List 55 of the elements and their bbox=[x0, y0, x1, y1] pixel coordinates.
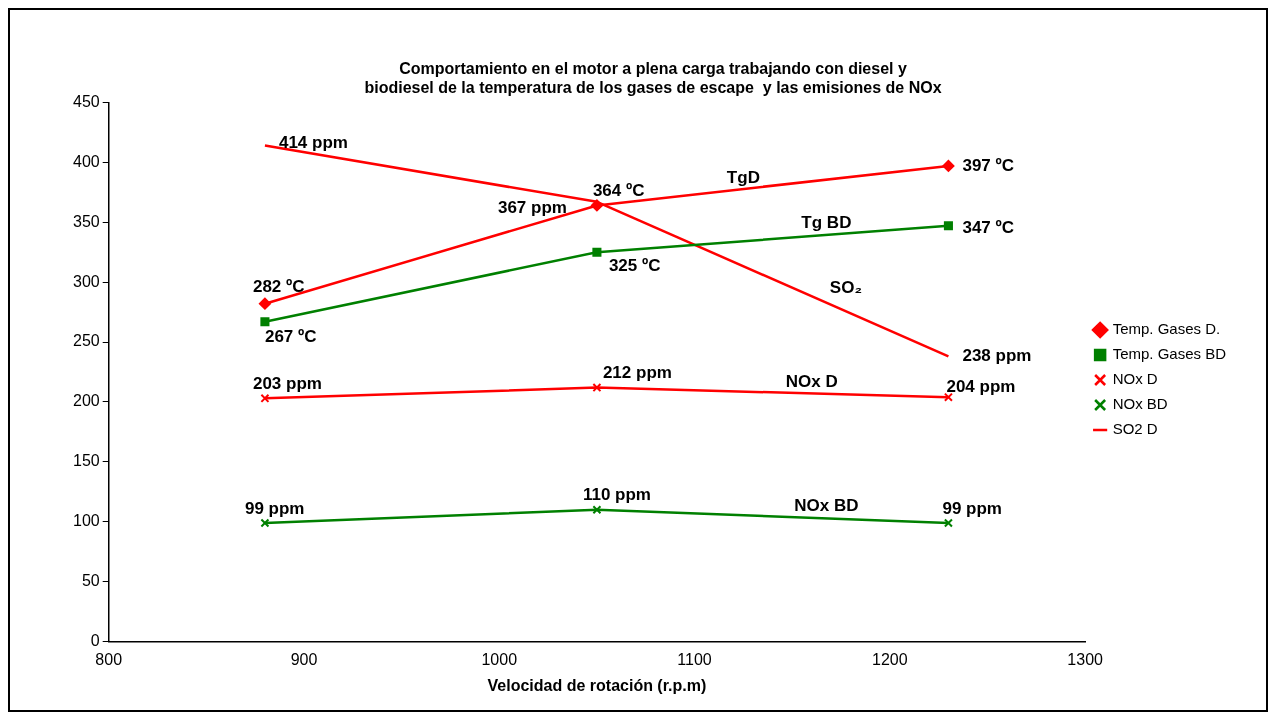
data-label: 99 ppm bbox=[244, 498, 305, 518]
point bbox=[592, 383, 602, 393]
annotation: NOx BD bbox=[794, 496, 859, 516]
data-label: 99 ppm bbox=[942, 498, 1002, 518]
data-label: 397 ºC bbox=[962, 155, 1015, 175]
data-label: 203 ppm bbox=[252, 374, 322, 394]
point bbox=[592, 505, 602, 515]
point bbox=[943, 221, 953, 231]
y-tick-label: 150 bbox=[72, 452, 100, 470]
y-tick-label: 350 bbox=[72, 212, 100, 230]
x-tick-label: 1100 bbox=[677, 650, 712, 668]
data-label: 282 ºC bbox=[252, 277, 305, 297]
data-label: 212 ppm bbox=[602, 363, 672, 383]
data-label: 204 ppm bbox=[946, 376, 1016, 396]
y-tick-label: 300 bbox=[72, 272, 100, 290]
x-tick-label: 800 bbox=[95, 650, 123, 668]
point bbox=[943, 518, 953, 528]
point bbox=[260, 317, 270, 327]
legend-label: Temp. Gases BD bbox=[1112, 345, 1227, 363]
point bbox=[592, 247, 602, 257]
data-label: 110 ppm bbox=[582, 485, 651, 505]
point bbox=[260, 518, 270, 528]
legend-label: Temp. Gases D. bbox=[1112, 320, 1221, 338]
x-axis-title: Velocidad de rotación (r.p.m) bbox=[487, 676, 707, 694]
y-tick-label: 0 bbox=[90, 632, 100, 650]
point bbox=[942, 159, 955, 172]
point bbox=[258, 297, 271, 310]
x-tick-label: 1300 bbox=[1067, 650, 1104, 668]
x-tick-label: 1000 bbox=[481, 650, 518, 668]
data-label: 267 ºC bbox=[264, 327, 317, 347]
data-label: 325 ºC bbox=[608, 255, 661, 275]
annotation: NOx D bbox=[785, 372, 838, 392]
point bbox=[590, 199, 603, 212]
point bbox=[943, 392, 953, 402]
annotation: SO₂ bbox=[829, 278, 862, 298]
annotation: TgD bbox=[726, 167, 760, 187]
data-label: 414 ppm bbox=[278, 133, 348, 153]
chart-title: Comportamiento en el motor a plena carga trabajando con diesel y biodiesel de la temperatura de los gases de escape y las emisiones de NOx bbox=[364, 60, 942, 97]
data-label: 347 ºC bbox=[962, 217, 1015, 237]
legend-label: SO2 D bbox=[1112, 420, 1158, 438]
y-tick-label: 250 bbox=[72, 332, 100, 350]
data-label: 238 ppm bbox=[962, 346, 1032, 366]
legend-label: NOx BD bbox=[1112, 395, 1168, 413]
data-label: 364 ºC bbox=[592, 181, 645, 201]
y-tick-label: 50 bbox=[81, 572, 100, 590]
point bbox=[260, 393, 270, 403]
x-tick-label: 1200 bbox=[872, 650, 908, 668]
data-label: 367 ppm bbox=[497, 197, 567, 217]
y-tick-label: 400 bbox=[72, 152, 100, 170]
legend-label: NOx D bbox=[1112, 370, 1158, 388]
x-tick-label: 900 bbox=[290, 650, 318, 668]
y-tick-label: 200 bbox=[72, 392, 100, 410]
y-tick-label: 100 bbox=[72, 512, 100, 530]
annotation: Tg BD bbox=[801, 213, 852, 233]
y-tick-label: 450 bbox=[72, 92, 100, 110]
